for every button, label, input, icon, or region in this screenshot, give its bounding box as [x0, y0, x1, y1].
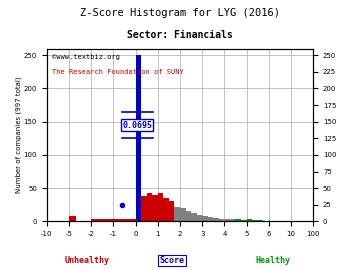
Bar: [247, 220, 252, 221]
Bar: [197, 215, 202, 221]
Bar: [113, 219, 136, 221]
Bar: [258, 220, 263, 221]
Bar: [269, 220, 270, 221]
Bar: [219, 219, 224, 221]
Text: ©www.textbiz.org: ©www.textbiz.org: [52, 54, 120, 60]
Bar: [163, 198, 169, 221]
Text: The Research Foundation of SUNY: The Research Foundation of SUNY: [52, 69, 184, 75]
Bar: [141, 196, 147, 221]
Bar: [241, 220, 247, 221]
Bar: [180, 208, 185, 221]
Bar: [224, 219, 230, 221]
Text: Score: Score: [159, 256, 185, 265]
Bar: [152, 195, 158, 221]
Bar: [69, 216, 76, 221]
Bar: [202, 216, 208, 221]
Text: Healthy: Healthy: [256, 256, 291, 265]
Bar: [136, 55, 141, 221]
Bar: [158, 194, 163, 221]
Bar: [208, 217, 213, 221]
Text: 0.0695: 0.0695: [122, 120, 152, 130]
Text: Z-Score Histogram for LYG (2016): Z-Score Histogram for LYG (2016): [80, 8, 280, 18]
Bar: [191, 213, 197, 221]
Text: Sector: Financials: Sector: Financials: [127, 30, 233, 40]
Bar: [185, 211, 191, 221]
Bar: [230, 220, 235, 221]
Bar: [169, 201, 175, 221]
Bar: [175, 207, 180, 221]
Y-axis label: Number of companies (997 total): Number of companies (997 total): [16, 77, 22, 193]
Bar: [213, 218, 219, 221]
Bar: [252, 220, 258, 221]
Bar: [147, 193, 152, 221]
Bar: [235, 220, 241, 221]
Text: Unhealthy: Unhealthy: [64, 256, 109, 265]
Bar: [91, 220, 113, 221]
